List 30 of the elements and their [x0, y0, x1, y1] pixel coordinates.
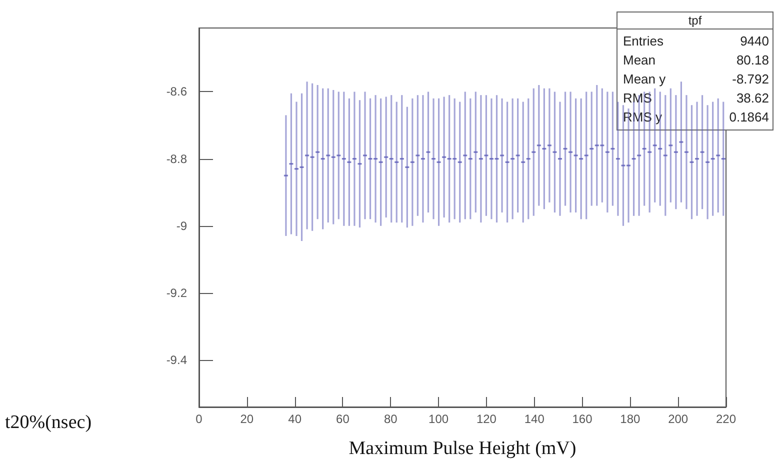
x-tick-label: 100 [428, 412, 449, 426]
y-tick-label: -9 [176, 218, 188, 233]
y-tick-label: -9.4 [166, 353, 188, 368]
annotation: Mean [623, 52, 656, 68]
y-tick-label: -9.2 [166, 286, 188, 300]
x-tick-label: 160 [572, 412, 593, 426]
y-axis-title: t20%(nsec) [5, 412, 92, 433]
text: 80.18 [736, 52, 769, 68]
text: 38.62 [736, 90, 769, 106]
text: 0.1864 [729, 110, 769, 124]
annotation: RMS [623, 90, 652, 106]
annotation: RMS y [623, 110, 662, 124]
x-tick-label: 80 [384, 412, 398, 426]
y-tick-label: -8.6 [166, 84, 188, 99]
x-tick-label: 20 [240, 412, 254, 426]
x-axis-title: Maximum Pulse Height (mV) [348, 438, 576, 459]
x-tick-label: 60 [336, 412, 350, 426]
x-tick-label: 0 [196, 412, 203, 426]
text: tpf [688, 14, 702, 28]
x-tick-label: 220 [716, 412, 736, 426]
x-tick-label: 140 [524, 412, 545, 426]
annotation: Entries [623, 34, 664, 48]
text: -8.792 [732, 72, 769, 86]
x-tick-label: 180 [620, 412, 641, 426]
x-tick-label: 40 [288, 412, 302, 426]
y-tick-label: -8.8 [166, 152, 188, 166]
x-tick-label: 120 [476, 412, 497, 426]
x-tick-label: 200 [668, 412, 688, 426]
annotation: Mean y [623, 72, 666, 86]
text: 9440 [740, 34, 769, 48]
